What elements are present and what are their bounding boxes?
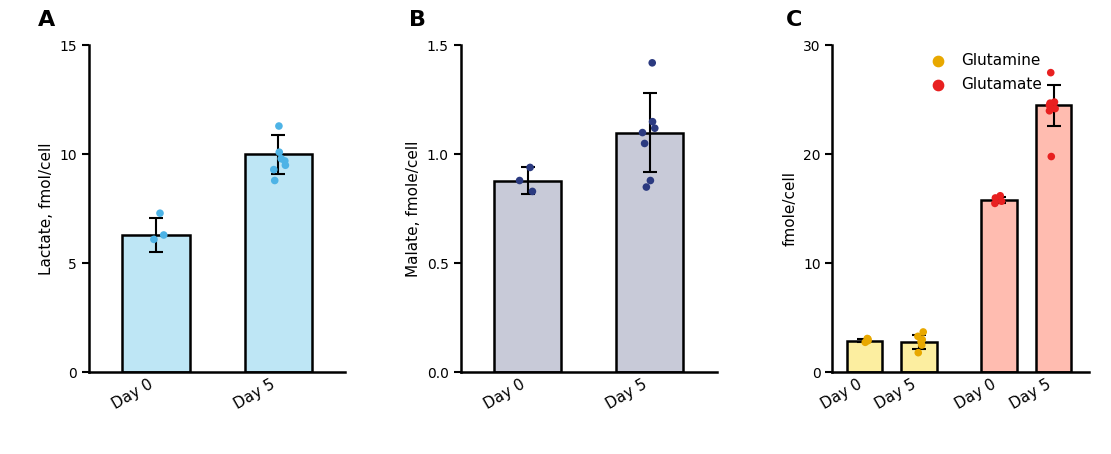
Text: A: A xyxy=(38,10,54,30)
Point xyxy=(1041,107,1059,114)
Point xyxy=(276,157,293,164)
Text: C: C xyxy=(787,10,802,30)
Bar xyxy=(981,200,1017,372)
Point xyxy=(987,200,1004,207)
Point xyxy=(859,337,877,344)
Point xyxy=(913,341,931,349)
Bar xyxy=(1035,105,1071,372)
Point xyxy=(638,183,655,191)
Point xyxy=(643,59,661,66)
Point xyxy=(991,192,1009,199)
Point xyxy=(151,210,169,217)
Point xyxy=(857,339,874,346)
Point xyxy=(910,349,928,356)
Point xyxy=(859,336,877,343)
Bar xyxy=(617,133,683,372)
Point xyxy=(643,118,661,125)
Point xyxy=(645,124,663,132)
Bar xyxy=(901,342,937,372)
Y-axis label: fmole/cell: fmole/cell xyxy=(782,171,798,247)
Point xyxy=(511,177,529,184)
Text: B: B xyxy=(409,10,427,30)
Point xyxy=(641,177,659,184)
Bar xyxy=(494,181,561,372)
Point xyxy=(987,194,1004,202)
Y-axis label: Lactate, fmol/cell: Lactate, fmol/cell xyxy=(39,143,54,275)
Point xyxy=(264,166,282,173)
Point xyxy=(1047,105,1064,112)
Bar xyxy=(244,154,312,372)
Point xyxy=(859,335,877,342)
Bar xyxy=(847,340,882,372)
Point xyxy=(633,129,651,136)
Point xyxy=(270,123,288,130)
Bar xyxy=(122,235,190,372)
Point xyxy=(523,188,541,195)
Point xyxy=(154,232,172,239)
Point xyxy=(1045,99,1063,106)
Point xyxy=(913,336,931,343)
Point xyxy=(992,197,1010,205)
Point xyxy=(270,148,288,156)
Point xyxy=(146,236,163,243)
Point xyxy=(914,328,932,336)
Point xyxy=(266,177,283,184)
Point xyxy=(272,155,290,163)
Point xyxy=(1041,99,1059,107)
Y-axis label: Malate, fmole/cell: Malate, fmole/cell xyxy=(407,141,421,277)
Point xyxy=(1042,153,1060,160)
Legend: Glutamine, Glutamate: Glutamine, Glutamate xyxy=(917,46,1049,98)
Point xyxy=(909,333,927,340)
Point xyxy=(635,140,653,147)
Point xyxy=(277,162,294,169)
Point xyxy=(1042,69,1060,76)
Point xyxy=(521,164,539,171)
Point xyxy=(912,338,930,345)
Point xyxy=(1041,102,1059,109)
